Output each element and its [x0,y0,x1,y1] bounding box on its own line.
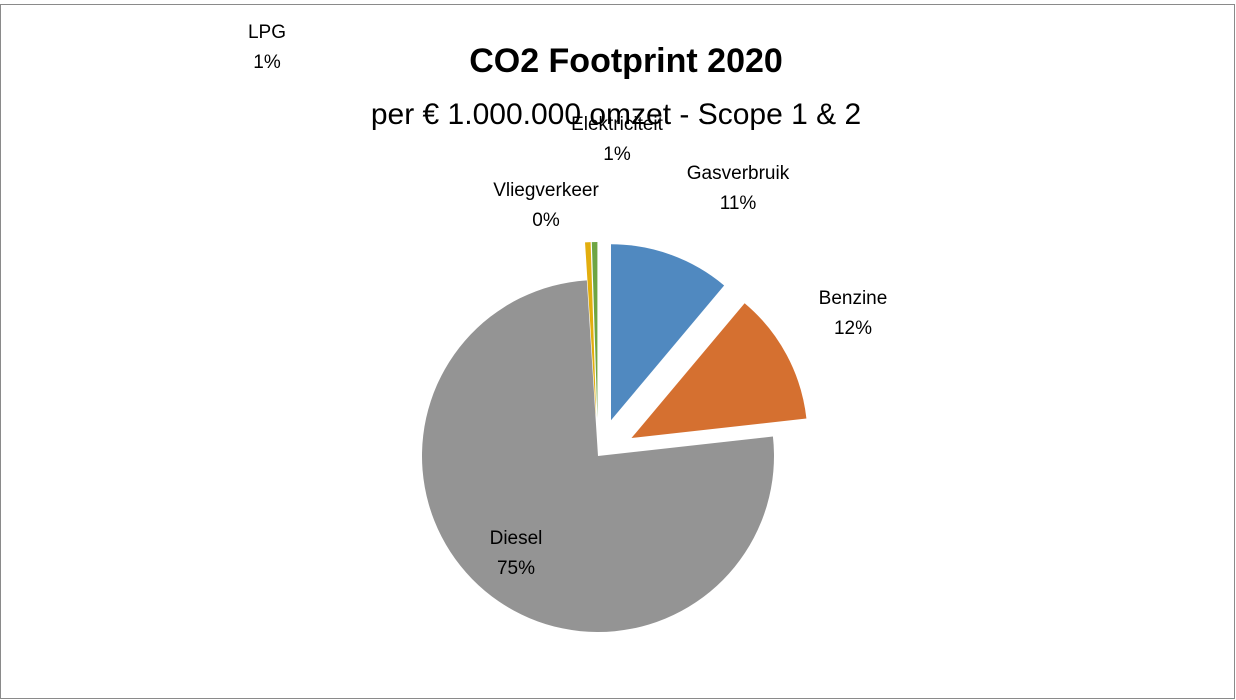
pie-data-labels: Gasverbruik 11% Benzine 12% Diesel 75% Vliegve… [248,22,887,579]
slice-vliegverkeer [585,242,597,419]
data-label-lpg-name: LPG [248,22,286,43]
data-label-vliegverkeer-pct: 0% [532,210,560,231]
data-label-gasverbruik-pct: 11% [720,193,757,214]
chart-title: CO2 Footprint 2020 [469,42,783,80]
data-label-benzine-name: Benzine [819,288,888,309]
slice-gasverbruik [610,244,725,421]
slice-benzine [631,303,807,439]
data-label-lpg-pct: 1% [253,52,281,73]
data-label-elektriciteit-name: Elektriciteit [571,114,664,135]
data-label-elektriciteit-pct: 1% [603,144,631,165]
chart-subtitle: per € 1.000.000 omzet - Scope 1 & 2 [371,98,861,131]
pie-slices [422,242,807,632]
slice-diesel [422,280,774,632]
data-label-diesel-name: Diesel [490,528,543,549]
data-label-vliegverkeer-name: Vliegverkeer [493,180,599,201]
data-label-gasverbruik-name: Gasverbruik [687,163,790,184]
data-label-benzine-pct: 12% [834,318,872,339]
data-label-diesel-pct: 75% [497,558,535,579]
slice-elektriciteit [591,242,598,419]
